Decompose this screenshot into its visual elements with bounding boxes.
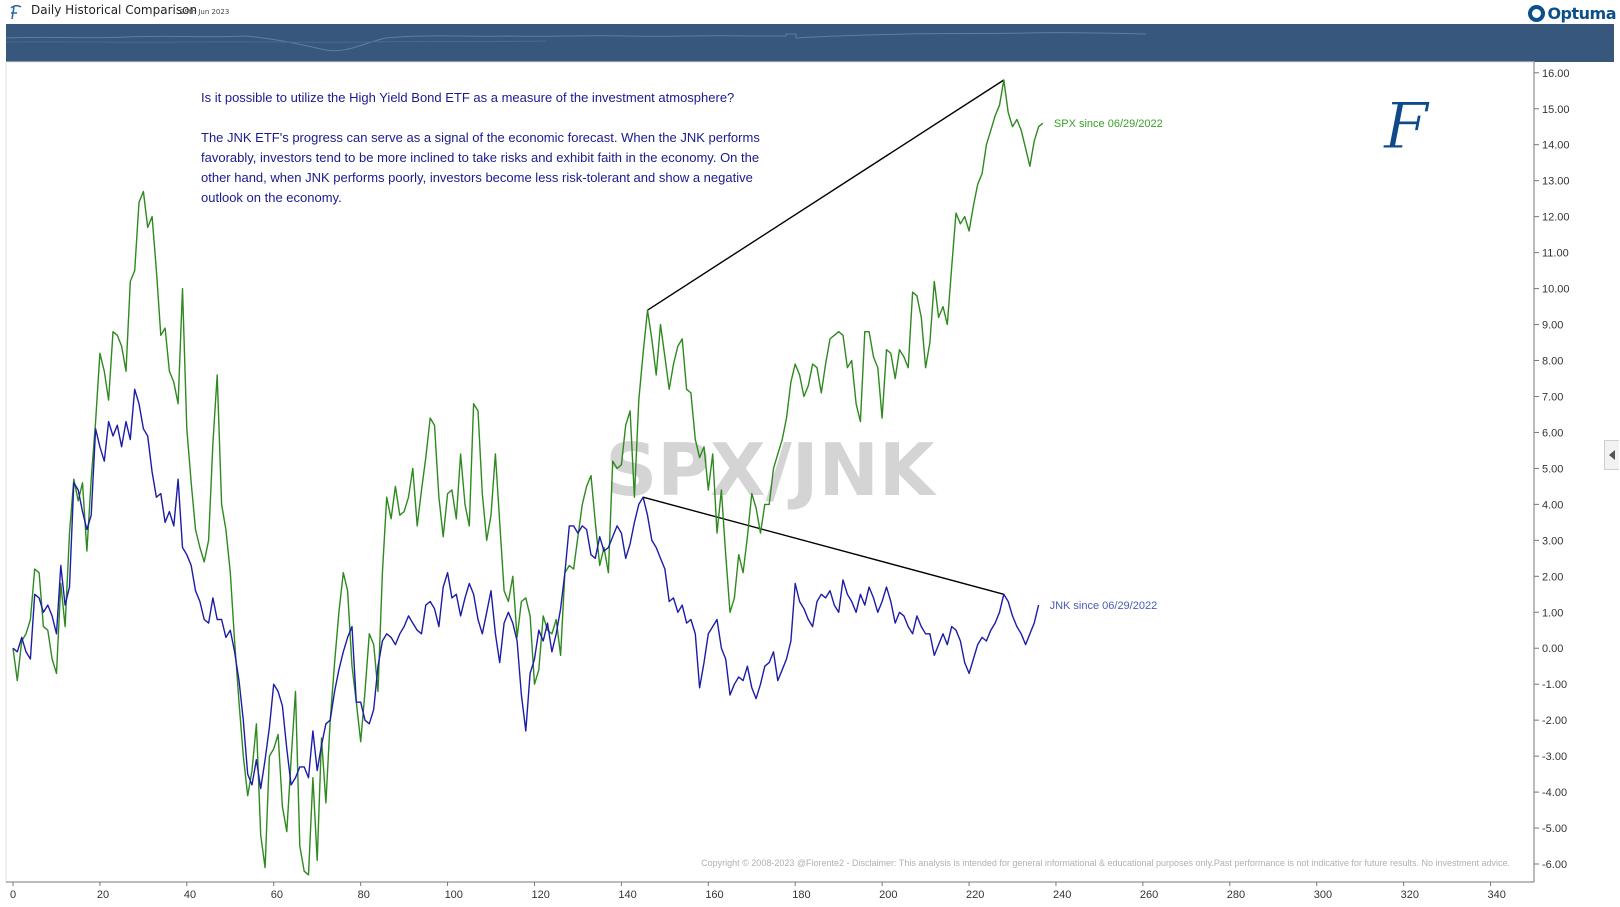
x-tick-label: 120 [531, 889, 549, 901]
y-tick-label: -6.00 [1542, 859, 1567, 871]
y-tick-label: 0.00 [1542, 643, 1563, 655]
y-tick-label: 6.00 [1542, 427, 1563, 439]
fiorente-logo: F [1383, 90, 1431, 164]
chart-date: 29th Jun 2023 [180, 8, 230, 16]
disclaimer: Copyright © 2008-2023 @Fiorente2 - Discl… [701, 858, 1510, 868]
y-tick-label: 8.00 [1542, 356, 1563, 368]
y-axis: 16.00 15.00 14.00 13.00 12.00 11.00 10.00 9.00 8… [1534, 68, 1570, 871]
watermark: SPX/JNK [605, 428, 936, 512]
x-tick-label: 160 [705, 889, 723, 901]
trendlines [642, 79, 1005, 595]
optuma-brand: Optuma [1547, 3, 1616, 23]
y-tick-label: 14.00 [1542, 140, 1570, 152]
x-tick-label: 220 [966, 889, 984, 901]
y-tick-label: -4.00 [1542, 787, 1567, 799]
x-tick-label: 140 [618, 889, 636, 901]
x-tick-label: 40 [184, 889, 196, 901]
annotation-body: The JNK ETF's progress can serve as a si… [201, 130, 760, 205]
navigator-sparkline [5, 32, 1147, 52]
optuma-mark-icon [1528, 4, 1546, 22]
y-tick-label: -1.00 [1542, 679, 1567, 691]
y-tick-label: 3.00 [1542, 535, 1563, 547]
y-tick-label: -3.00 [1542, 751, 1567, 763]
jnk-series-label: JNK since 06/29/2022 [1050, 600, 1158, 612]
trendline[interactable] [642, 496, 1005, 595]
y-tick-label: 16.00 [1542, 68, 1570, 80]
annotation-question: Is it possible to utilize the High Yield… [201, 90, 735, 105]
x-tick-label: 200 [879, 889, 897, 901]
spx-series-line[interactable] [12, 79, 1044, 876]
x-tick-label: 80 [358, 889, 370, 901]
y-tick-label: 7.00 [1542, 391, 1563, 403]
navigator-bar[interactable] [5, 24, 1614, 62]
x-tick-label: 300 [1314, 889, 1332, 901]
y-tick-label: 13.00 [1542, 176, 1570, 188]
series-lines [12, 79, 1044, 876]
chevron-left-icon [1609, 450, 1615, 460]
chart-title: Daily Historical Comparison [31, 3, 198, 17]
y-tick-label: 11.00 [1542, 248, 1569, 260]
y-tick-label: 1.00 [1542, 607, 1563, 619]
x-tick-label: 180 [792, 889, 810, 901]
x-tick-label: 280 [1227, 889, 1245, 901]
x-tick-label: 260 [1140, 889, 1158, 901]
y-tick-label: 5.00 [1542, 463, 1563, 475]
jnk-series-line[interactable] [12, 388, 1040, 790]
y-tick-label: 4.00 [1542, 499, 1563, 511]
x-tick-label: 340 [1488, 889, 1506, 901]
x-axis: 0 20 40 60 80 100 120 140 160 180 200 220 240 260 280 3… [10, 882, 1506, 901]
y-tick-label: -2.00 [1542, 715, 1567, 727]
series-labels: SPX since 06/29/2022 JNK since 06/29/2022 [1050, 118, 1163, 612]
trendline[interactable] [647, 79, 1005, 311]
x-tick-label: 0 [10, 889, 16, 901]
title-bar: Daily Historical Comparison 29th Jun 202… [0, 0, 1620, 24]
side-panel-toggle[interactable] [1604, 440, 1619, 470]
fiorente-app-icon [8, 3, 24, 21]
x-tick-label: 20 [97, 889, 109, 901]
x-tick-label: 240 [1053, 889, 1071, 901]
y-tick-label: 9.00 [1542, 320, 1563, 332]
annotation-text: Is it possible to utilize the High Yield… [201, 88, 771, 228]
y-tick-label: -5.00 [1542, 823, 1567, 835]
optuma-logo: Optuma [1528, 2, 1616, 24]
y-tick-label: 2.00 [1542, 571, 1563, 583]
y-tick-label: 10.00 [1542, 284, 1570, 296]
x-tick-label: 320 [1401, 889, 1419, 901]
x-tick-label: 100 [445, 889, 463, 901]
spx-series-label: SPX since 06/29/2022 [1054, 118, 1163, 130]
x-tick-label: 60 [271, 889, 283, 901]
y-tick-label: 12.00 [1542, 212, 1570, 224]
y-tick-label: 15.00 [1542, 104, 1570, 116]
